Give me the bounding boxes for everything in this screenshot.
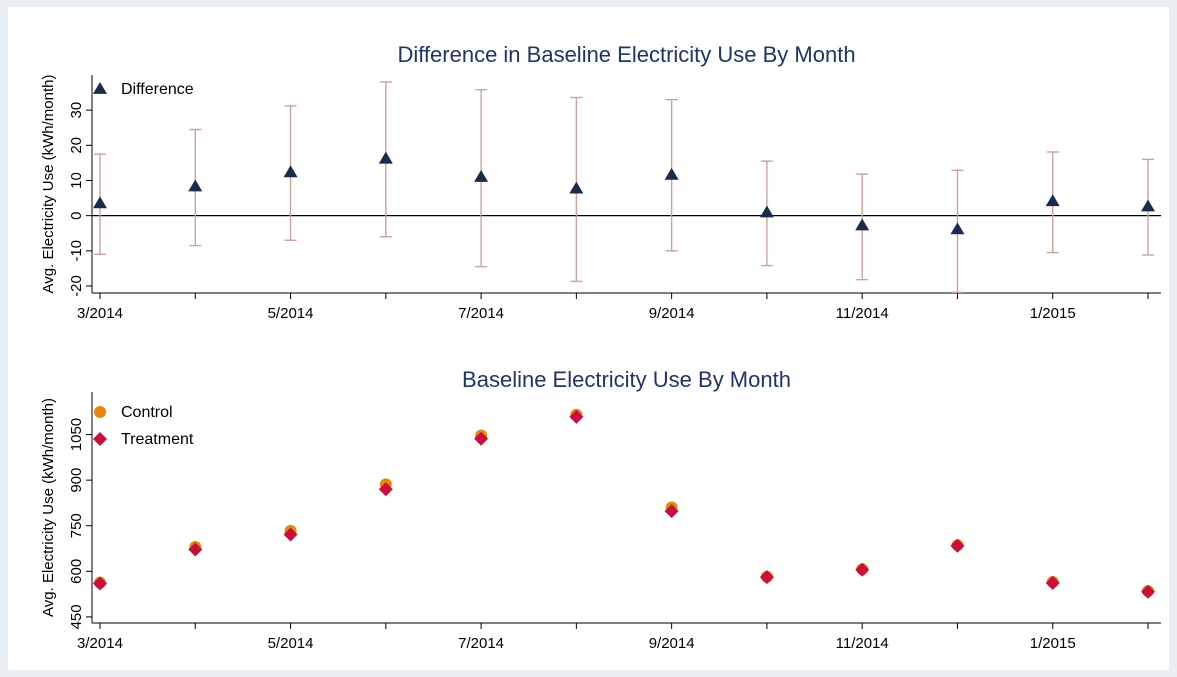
y-tick-label-1-3: 900 xyxy=(68,468,85,493)
x-tick-label-0-3: 9/2014 xyxy=(649,305,695,322)
treatment-point-5 xyxy=(569,409,584,424)
y-axis-label-0: Avg. Electricity Use (kWh/month) xyxy=(40,75,57,294)
x-tick-label-0-5: 1/2015 xyxy=(1030,305,1076,322)
chart-canvas: Difference in Baseline Electricity Use B… xyxy=(40,42,1161,652)
difference-point-9 xyxy=(950,222,965,235)
y-tick-label-0-0: -20 xyxy=(68,275,85,297)
treatment-point-8 xyxy=(855,562,870,577)
y-tick-label-1-4: 1050 xyxy=(68,418,85,451)
y-tick-label-0-2: 0 xyxy=(68,211,85,219)
x-tick-label-0-0: 3/2014 xyxy=(77,305,123,322)
y-tick-label-1-1: 600 xyxy=(68,559,85,584)
difference-point-4 xyxy=(474,169,489,182)
x-tick-label-1-4: 11/2014 xyxy=(836,635,889,652)
chart-title-0: Difference in Baseline Electricity Use B… xyxy=(397,42,855,67)
x-tick-label-1-5: 1/2015 xyxy=(1030,635,1076,652)
x-tick-label-0-2: 7/2014 xyxy=(458,305,504,322)
treatment-point-6 xyxy=(664,504,679,519)
difference-point-1 xyxy=(188,179,203,192)
difference-point-0 xyxy=(93,196,107,209)
difference-point-5 xyxy=(569,181,584,194)
x-tick-label-1-0: 3/2014 xyxy=(77,635,123,652)
difference-point-11 xyxy=(1141,199,1155,212)
series-1-0 xyxy=(94,408,1154,598)
y-axis-label-1: Avg. Electricity Use (kWh/month) xyxy=(40,398,57,617)
legend-label-1-1: Treatment xyxy=(121,431,194,448)
legend-marker-1-0 xyxy=(94,406,106,418)
y-tick-label-1-2: 750 xyxy=(68,513,85,538)
difference-point-6 xyxy=(664,167,679,180)
treatment-point-3 xyxy=(378,482,393,497)
y-tick-label-0-3: 10 xyxy=(68,172,85,189)
x-tick-label-1-2: 7/2014 xyxy=(458,635,504,652)
y-tick-label-0-4: 20 xyxy=(68,137,85,154)
y-tick-label-1-0: 450 xyxy=(68,604,85,629)
legend-label-0-0: Difference xyxy=(121,81,194,98)
treatment-point-2 xyxy=(283,527,298,542)
legend-marker-0-0 xyxy=(93,82,107,94)
y-tick-label-0-1: -10 xyxy=(68,240,85,262)
series-0-0 xyxy=(93,81,1155,293)
legend-label-1-0: Control xyxy=(121,404,173,421)
treatment-point-0 xyxy=(93,576,107,591)
chart-figure: Difference in Baseline Electricity Use B… xyxy=(8,7,1169,670)
difference-point-7 xyxy=(759,205,774,218)
treatment-point-11 xyxy=(1141,584,1155,599)
difference-point-8 xyxy=(855,218,870,231)
chart-title-1: Baseline Electricity Use By Month xyxy=(462,367,791,392)
treatment-point-1 xyxy=(188,542,203,557)
legend-marker-1-1 xyxy=(93,432,107,446)
difference-point-2 xyxy=(283,165,298,178)
treatment-point-4 xyxy=(474,431,489,446)
treatment-point-7 xyxy=(759,570,774,585)
y-tick-label-0-5: 30 xyxy=(68,102,85,119)
x-tick-label-1-3: 9/2014 xyxy=(649,635,695,652)
difference-point-3 xyxy=(378,151,393,164)
treatment-point-9 xyxy=(950,538,965,553)
x-tick-label-1-1: 5/2014 xyxy=(268,635,314,652)
difference-point-10 xyxy=(1045,194,1060,207)
series-1-1 xyxy=(93,409,1155,599)
treatment-point-10 xyxy=(1045,575,1060,590)
x-tick-label-0-4: 11/2014 xyxy=(836,305,889,322)
x-tick-label-0-1: 5/2014 xyxy=(268,305,314,322)
